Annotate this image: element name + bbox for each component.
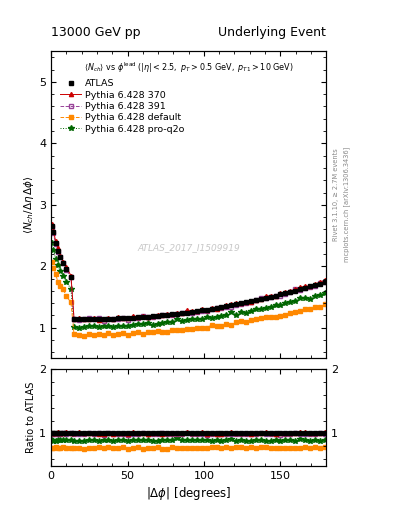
ATLAS bbox=[111, 315, 116, 322]
Pythia 6.428 391 bbox=[130, 315, 135, 321]
Line: Pythia 6.428 default: Pythia 6.428 default bbox=[50, 260, 327, 338]
Pythia 6.428 pro-q2o bbox=[130, 322, 135, 328]
Pythia 6.428 pro-q2o bbox=[86, 323, 91, 329]
Pythia 6.428 default bbox=[81, 333, 86, 339]
Pythia 6.428 370 bbox=[81, 315, 86, 322]
Pythia 6.428 default bbox=[322, 301, 327, 307]
ATLAS bbox=[50, 223, 54, 229]
Pythia 6.428 370 bbox=[130, 313, 135, 319]
Pythia 6.428 370 bbox=[322, 277, 327, 283]
Y-axis label: $\langle N_{ch}/\Delta\eta\,\Delta\phi \rangle$: $\langle N_{ch}/\Delta\eta\,\Delta\phi \… bbox=[22, 176, 36, 234]
ATLAS bbox=[86, 316, 91, 322]
Text: Rivet 3.1.10, ≥ 2.7M events: Rivet 3.1.10, ≥ 2.7M events bbox=[333, 148, 339, 241]
Pythia 6.428 pro-q2o bbox=[136, 322, 140, 328]
Pythia 6.428 370 bbox=[121, 315, 125, 321]
Pythia 6.428 370 bbox=[96, 316, 101, 323]
Pythia 6.428 pro-q2o bbox=[50, 240, 54, 246]
Pythia 6.428 pro-q2o bbox=[219, 313, 224, 319]
Pythia 6.428 default bbox=[219, 323, 224, 329]
ATLAS bbox=[121, 315, 125, 321]
Pythia 6.428 pro-q2o bbox=[111, 324, 116, 330]
Legend: ATLAS, Pythia 6.428 370, Pythia 6.428 391, Pythia 6.428 default, Pythia 6.428 pr: ATLAS, Pythia 6.428 370, Pythia 6.428 39… bbox=[59, 77, 186, 136]
Pythia 6.428 391 bbox=[81, 316, 86, 322]
Line: Pythia 6.428 pro-q2o: Pythia 6.428 pro-q2o bbox=[49, 240, 327, 330]
Pythia 6.428 default bbox=[86, 331, 91, 337]
ATLAS bbox=[81, 316, 86, 322]
ATLAS bbox=[219, 304, 224, 310]
Pythia 6.428 default bbox=[136, 329, 140, 335]
Line: ATLAS: ATLAS bbox=[50, 224, 327, 321]
ATLAS bbox=[130, 314, 135, 321]
Line: Pythia 6.428 391: Pythia 6.428 391 bbox=[50, 225, 327, 323]
Pythia 6.428 391 bbox=[50, 224, 54, 230]
Pythia 6.428 pro-q2o bbox=[322, 290, 327, 296]
Pythia 6.428 391 bbox=[219, 305, 224, 311]
Pythia 6.428 370 bbox=[50, 221, 54, 227]
Text: $\langle N_{ch}\rangle$ vs $\phi^{\rm lead}$ $(|\eta|<2.5,\ p_T>0.5\ \mathrm{GeV: $\langle N_{ch}\rangle$ vs $\phi^{\rm le… bbox=[84, 60, 294, 75]
Pythia 6.428 default bbox=[111, 332, 116, 338]
Pythia 6.428 pro-q2o bbox=[121, 323, 125, 329]
Pythia 6.428 370 bbox=[219, 304, 224, 310]
Pythia 6.428 391 bbox=[136, 314, 140, 321]
Pythia 6.428 391 bbox=[111, 316, 116, 322]
ATLAS bbox=[136, 314, 140, 321]
Y-axis label: Ratio to ATLAS: Ratio to ATLAS bbox=[26, 381, 36, 453]
Pythia 6.428 391 bbox=[101, 318, 106, 324]
ATLAS bbox=[322, 279, 327, 285]
Text: mcplots.cern.ch [arXiv:1306.3436]: mcplots.cern.ch [arXiv:1306.3436] bbox=[343, 147, 351, 263]
Text: 13000 GeV pp: 13000 GeV pp bbox=[51, 26, 141, 39]
X-axis label: $|\Delta\phi|$ [degrees]: $|\Delta\phi|$ [degrees] bbox=[146, 485, 231, 502]
Pythia 6.428 370 bbox=[136, 314, 140, 320]
Pythia 6.428 default bbox=[121, 330, 125, 336]
Line: Pythia 6.428 370: Pythia 6.428 370 bbox=[50, 222, 327, 322]
Text: Underlying Event: Underlying Event bbox=[219, 26, 326, 39]
Text: ATLAS_2017_I1509919: ATLAS_2017_I1509919 bbox=[137, 243, 240, 252]
Pythia 6.428 default bbox=[130, 330, 135, 336]
Pythia 6.428 default bbox=[50, 259, 54, 265]
Pythia 6.428 370 bbox=[111, 315, 116, 322]
Pythia 6.428 391 bbox=[121, 315, 125, 322]
Pythia 6.428 pro-q2o bbox=[77, 325, 81, 331]
Pythia 6.428 391 bbox=[322, 279, 327, 285]
